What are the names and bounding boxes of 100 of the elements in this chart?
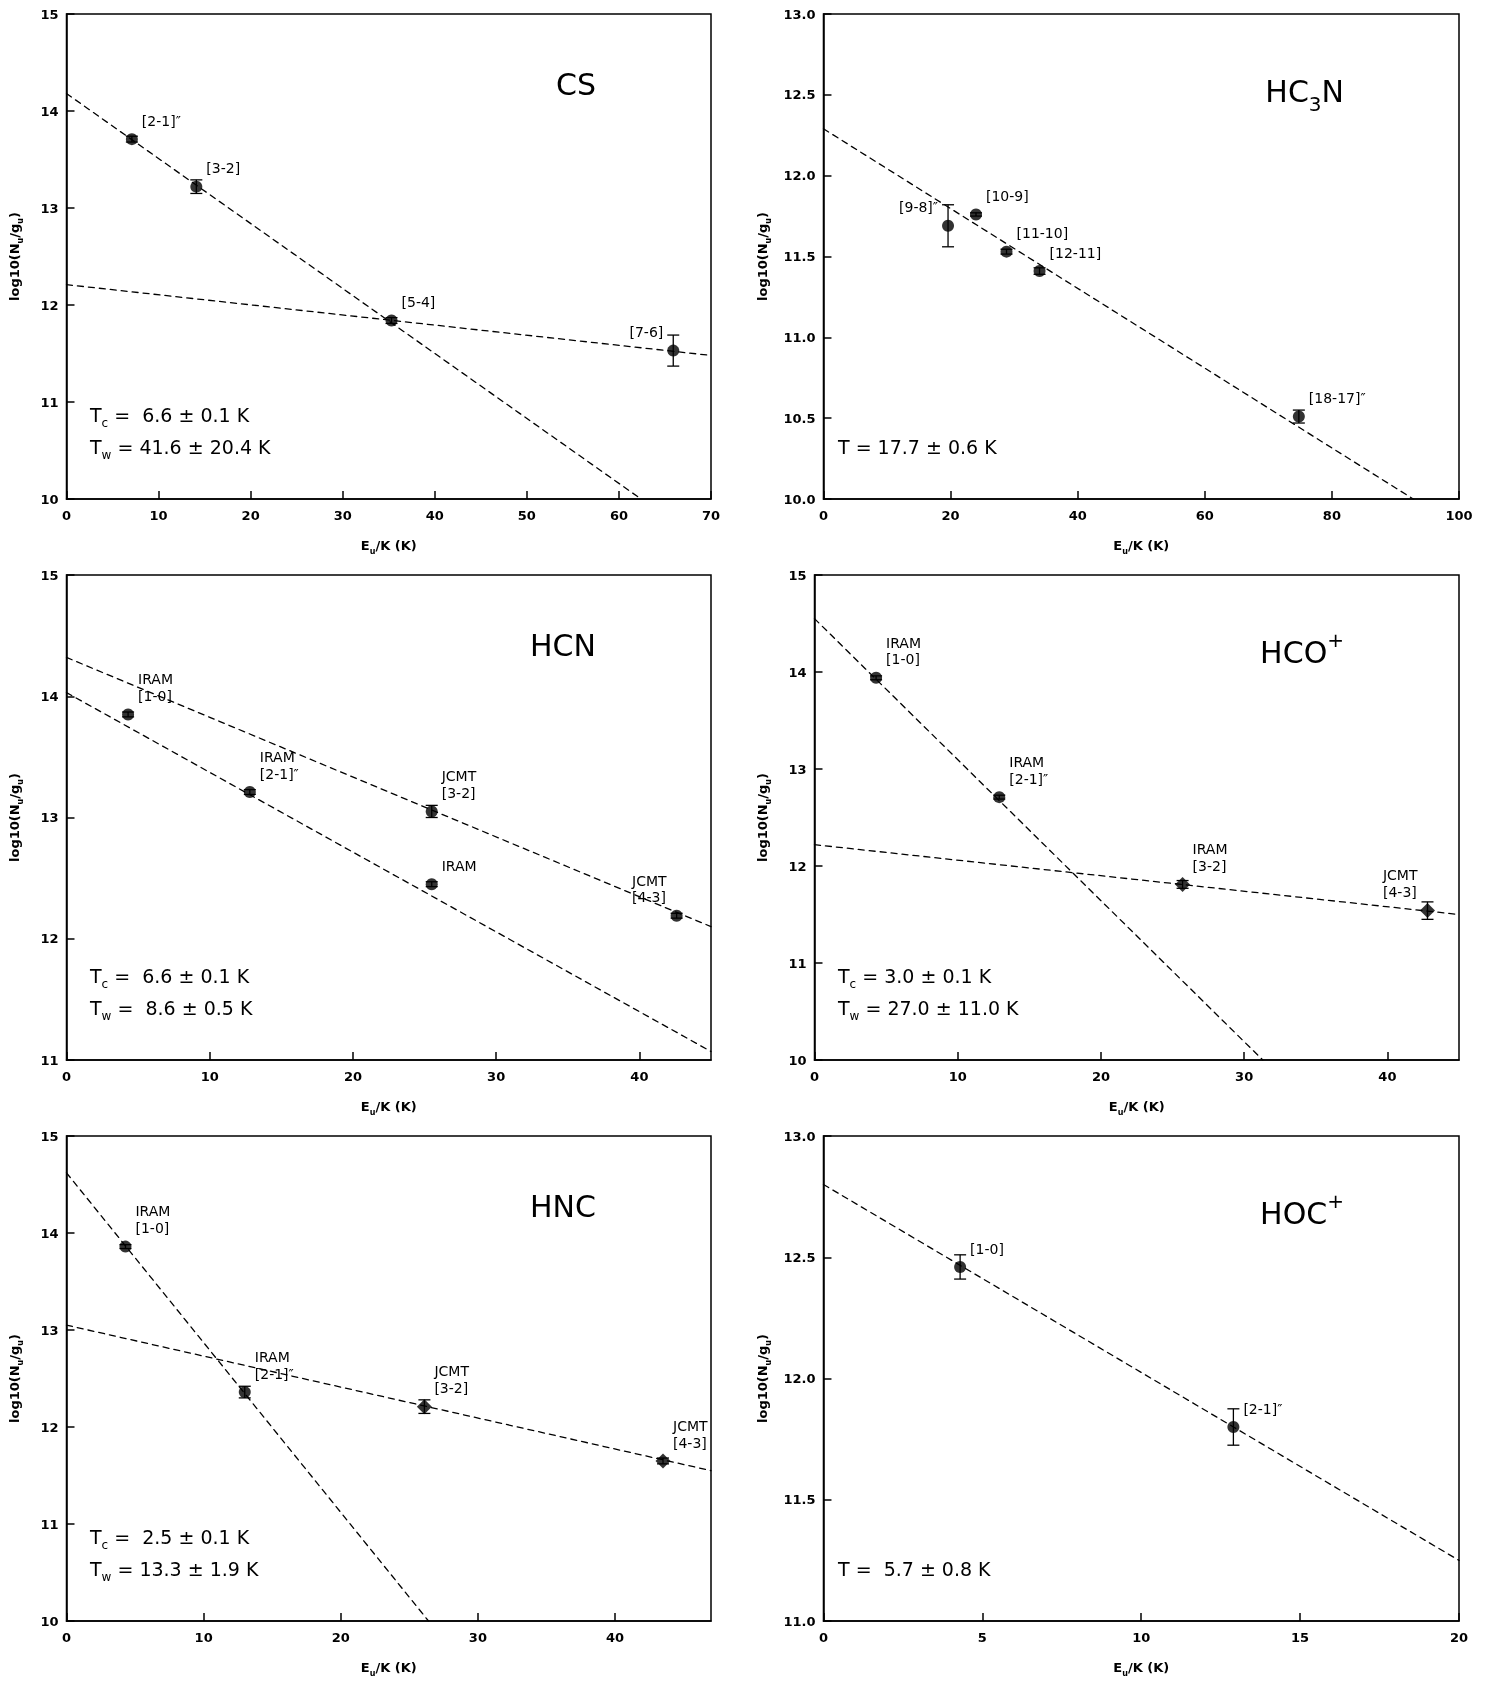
y-tick-label: 14 <box>40 688 59 704</box>
text: CS <box>556 66 597 102</box>
y-tick-label: 13 <box>40 1322 59 1338</box>
x-tick-label: 50 <box>517 508 536 523</box>
x-tick-label: 5 <box>977 1630 987 1645</box>
y-tick-label: 12.5 <box>783 87 816 103</box>
annotation: IRAM [1-0] <box>138 671 174 705</box>
annotation: [10-9] <box>986 188 1029 205</box>
y-tick-label: 11.5 <box>783 1492 816 1508</box>
y-tick-label: 12.5 <box>783 1249 816 1265</box>
x-tick-label: 0 <box>809 1069 820 1084</box>
x-tick-label: 0 <box>818 508 828 523</box>
y-tick-label: 14 <box>40 103 59 119</box>
point <box>670 909 683 922</box>
annotation: JCMT [3-2] <box>433 1363 470 1397</box>
annotation: T = 17.7 ± 0.6 K <box>837 435 998 458</box>
annotation: [18-17]″ <box>1308 390 1366 407</box>
y-tick-label: 12.0 <box>783 168 816 184</box>
y-tick-label: 12.0 <box>783 1371 816 1386</box>
x-tick-label: 40 <box>1378 1069 1397 1084</box>
y-tick-label: 10 <box>40 491 59 507</box>
x-tick-label: 0 <box>61 1630 72 1645</box>
annotation: JCMT [3-2] <box>440 768 477 802</box>
x-tick-label: 60 <box>1195 508 1214 523</box>
annotation: [5-4] <box>401 294 436 311</box>
point <box>1033 265 1046 278</box>
annotation: [9-8]″ <box>899 199 939 216</box>
annotation: JCMT [4-3] <box>672 1417 708 1451</box>
y-axis-title: log10(Nu/gu) <box>755 212 773 301</box>
y-tick-label: 14 <box>40 1225 59 1241</box>
annotation: IRAM [2-1]″ <box>1009 753 1049 787</box>
y-tick-label: 11.0 <box>783 1613 816 1629</box>
x-tick-label: 30 <box>487 1069 506 1084</box>
y-tick-label: 13 <box>788 761 807 777</box>
annotation: [7-6] <box>629 324 664 341</box>
x-tick-label: 0 <box>61 508 72 523</box>
point <box>667 344 680 357</box>
annotation: IRAM [2-1]″ <box>259 748 299 782</box>
x-tick-label: 30 <box>468 1630 487 1645</box>
y-tick-label: 15 <box>40 567 59 583</box>
annotation: T = 5.7 ± 0.8 K <box>837 1557 992 1580</box>
x-tick-label: 0 <box>818 1630 828 1645</box>
point <box>1000 245 1013 258</box>
x-tick-label: 60 <box>609 508 628 523</box>
text: HNC <box>530 1188 597 1224</box>
y-tick-label: 15 <box>40 6 59 22</box>
text: HCO+ <box>1260 628 1345 670</box>
y-tick-label: 15 <box>40 1128 59 1144</box>
y-axis-title: log10(Nu/gu) <box>755 773 773 862</box>
y-tick-label: 13 <box>40 200 59 216</box>
annotation: [1-0] <box>970 1240 1004 1257</box>
point <box>870 671 883 684</box>
annotation: IRAM [1-0] <box>886 634 922 668</box>
x-tick-label: 0 <box>61 1069 72 1084</box>
annotation: IRAM [2-1]″ <box>254 1348 294 1382</box>
point <box>942 219 955 232</box>
y-tick-label: 11 <box>40 1052 59 1068</box>
text: HOC+ <box>1260 1189 1345 1231</box>
annotation: [3-2] <box>206 160 241 177</box>
y-tick-label: 12 <box>40 1419 59 1435</box>
y-tick-label: 10 <box>40 1613 59 1629</box>
x-tick-label: 20 <box>331 1630 350 1645</box>
y-tick-label: 11.0 <box>783 329 816 345</box>
y-tick-label: 10 <box>788 1052 807 1068</box>
x-tick-label: 70 <box>701 508 721 523</box>
y-axis-title: log10(Nu/gu) <box>7 773 25 862</box>
x-tick-label: 40 <box>630 1069 649 1084</box>
x-tick-label: 40 <box>1068 508 1087 523</box>
x-tick-label: 10 <box>948 1069 967 1084</box>
point <box>655 1453 671 1469</box>
annotation: IRAM [3-2] <box>1192 841 1228 875</box>
point <box>970 208 982 221</box>
annotation: IRAM [1-0] <box>135 1203 171 1237</box>
y-axis-title: log10(Nu/gu) <box>7 212 25 301</box>
annotation: [12-11] <box>1049 244 1102 261</box>
y-tick-label: 12 <box>40 931 59 947</box>
point <box>993 791 1006 804</box>
point <box>119 1240 132 1253</box>
x-tick-label: 20 <box>241 508 260 523</box>
y-tick-label: 11 <box>40 1516 59 1532</box>
y-tick-label: 13.0 <box>783 1128 816 1144</box>
y-tick-label: 12 <box>788 858 807 874</box>
y-tick-label: 12 <box>40 297 59 313</box>
annotation: [2-1]″ <box>1243 1400 1283 1417</box>
x-tick-label: 10 <box>200 1069 219 1084</box>
y-tick-label: 11 <box>788 955 807 971</box>
text: HCN <box>530 627 597 663</box>
x-tick-label: 80 <box>1322 508 1341 523</box>
y-tick-label: 13 <box>40 810 59 825</box>
annotation: JCMT [4-3] <box>1381 867 1418 901</box>
x-tick-label: 15 <box>1291 1630 1310 1645</box>
x-tick-label: 30 <box>333 508 352 523</box>
x-tick-label: 20 <box>941 508 960 523</box>
y-tick-label: 15 <box>788 567 807 583</box>
x-tick-label: 40 <box>605 1630 625 1645</box>
annotation: IRAM <box>441 857 477 874</box>
x-tick-label: 40 <box>425 508 444 523</box>
y-axis-title: log10(Nu/gu) <box>7 1334 25 1423</box>
y-tick-label: 10.5 <box>783 410 816 426</box>
y-tick-label: 11 <box>40 394 59 410</box>
